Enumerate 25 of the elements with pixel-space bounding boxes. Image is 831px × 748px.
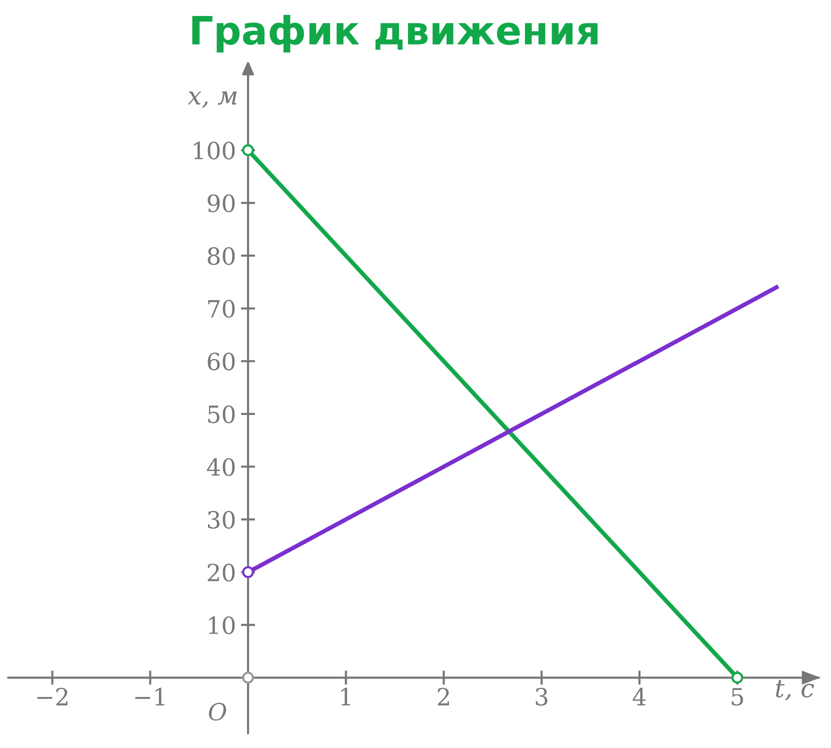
chart-title: График движения [192,14,598,52]
x-tick-label: −1 [135,688,164,706]
point [242,672,254,684]
x-tick-label: 3 [536,688,548,706]
y-tick-label: 80 [208,247,235,265]
x-tick-label: 5 [732,688,744,706]
y-tick-label: 100 [194,142,235,160]
x-tick-label: −2 [37,688,68,706]
y-tick-label: 10 [209,616,235,634]
x-tick-label: 2 [438,688,449,706]
y-tick-label: 30 [208,510,235,529]
y-tick-label: 20 [208,564,235,582]
y-tick-label: 60 [208,352,235,370]
y-tick-label: 90 [208,194,235,212]
y-tick-label: 40 [206,458,235,476]
x-axis-title: t, с [776,680,814,701]
y-tick-label: 70 [208,300,235,318]
y-axis-title: x, м [188,91,237,108]
annotation: O [208,702,226,721]
point [242,144,254,156]
point [731,672,744,684]
point [242,566,254,578]
x-tick-label: 4 [632,688,646,706]
y-tick-label: 50 [208,405,235,424]
x-tick-label: 1 [341,688,350,706]
